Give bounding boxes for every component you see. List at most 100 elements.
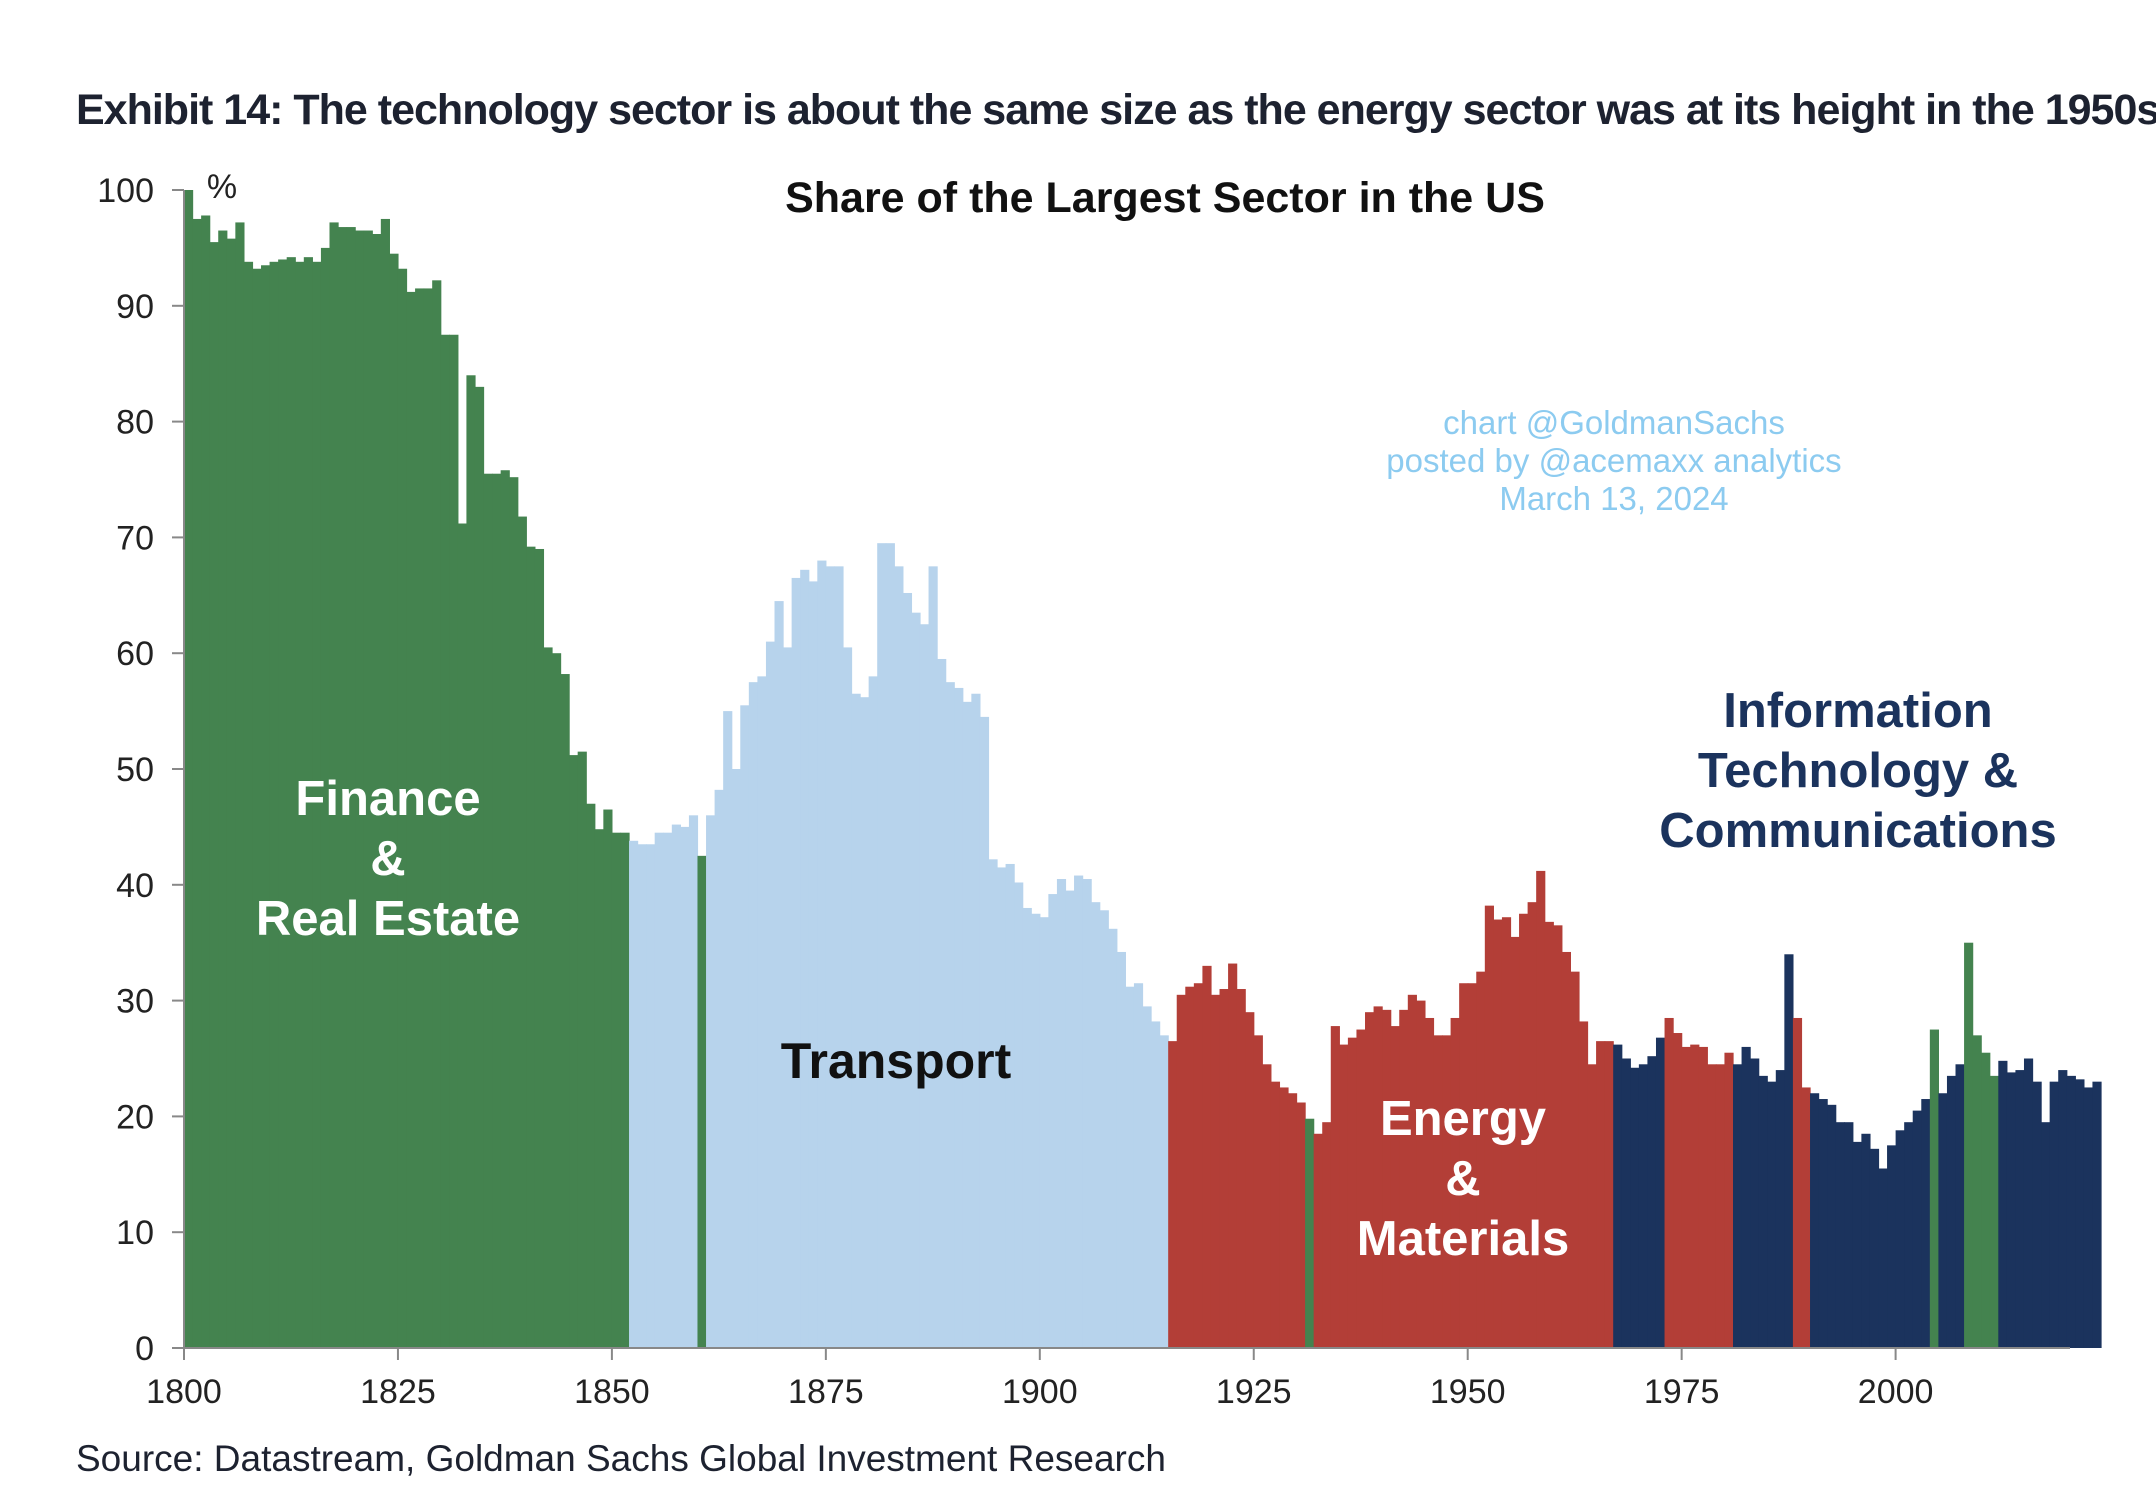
bar-1866: [748, 682, 758, 1348]
bar-1821: [363, 230, 373, 1348]
bar-1965: [1596, 1041, 1606, 1348]
bar-1939: [1373, 1006, 1383, 1348]
bar-1943: [1407, 994, 1417, 1348]
sector-label: &: [370, 832, 405, 886]
bar-2015: [2023, 1058, 2034, 1348]
bar-1828: [423, 288, 433, 1349]
bar-2023: [2092, 1081, 2102, 1348]
bar-1917: [1185, 986, 1195, 1348]
bar-2005: [1938, 1093, 1948, 1348]
bar-1934: [1330, 1026, 1340, 1348]
bar-1803: [209, 242, 219, 1349]
bar-1926: [1262, 1064, 1272, 1348]
bar-1923: [1236, 989, 1246, 1348]
bar-1981: [1733, 1064, 1743, 1348]
bar-1889: [945, 682, 955, 1348]
bar-1833: [466, 375, 476, 1348]
bar-1952: [1484, 905, 1494, 1348]
bar-2009: [1972, 1035, 1982, 1348]
bar-1864: [731, 769, 741, 1348]
x-tick-label: 1850: [574, 1373, 650, 1411]
x-tick-label: 1900: [1002, 1373, 1078, 1411]
bar-1855: [654, 832, 664, 1348]
bar-1848: [594, 829, 604, 1348]
sector-label: Finance: [295, 772, 480, 826]
bar-1878: [851, 693, 861, 1348]
bar-1906: [1091, 902, 1101, 1348]
bar-1964: [1587, 1064, 1597, 1348]
bar-1890: [954, 687, 964, 1348]
bar-1842: [543, 647, 553, 1348]
bar-1940: [1382, 1009, 1392, 1348]
bar-1950: [1467, 983, 1477, 1348]
x-tick-label: 1875: [788, 1373, 864, 1411]
bar-1837: [500, 470, 510, 1348]
bar-1806: [235, 222, 245, 1348]
bar-1960: [1553, 925, 1563, 1348]
bar-1973: [1664, 1017, 1674, 1348]
sector-label: Energy: [1380, 1092, 1546, 1146]
bar-1975: [1681, 1046, 1691, 1348]
bar-1924: [1245, 1012, 1255, 1348]
bar-1947: [1442, 1035, 1452, 1348]
bar-1875: [825, 566, 836, 1348]
watermark-line: March 13, 2024: [1499, 480, 1728, 517]
bar-1805: [226, 238, 236, 1348]
bar-1881: [877, 543, 887, 1348]
y-tick-label: 30: [116, 983, 154, 1021]
bar-1819: [346, 227, 356, 1348]
bar-1868: [765, 641, 776, 1348]
bar-1992: [1827, 1104, 1837, 1348]
bar-2010: [1981, 1052, 1991, 1348]
bar-1966: [1604, 1041, 1614, 1348]
bar-2007: [1955, 1064, 1965, 1348]
bar-2016: [2032, 1081, 2042, 1348]
bar-1970: [1638, 1064, 1649, 1348]
bar-1873: [808, 581, 818, 1348]
bar-1999: [1887, 1145, 1897, 1348]
bar-1971: [1647, 1056, 1657, 1348]
bar-2021: [2075, 1079, 2085, 1348]
bar-1958: [1536, 870, 1546, 1348]
bar-1977: [1698, 1046, 1708, 1348]
bar-1961: [1561, 951, 1571, 1348]
bar-1852: [629, 840, 639, 1348]
bar-1902: [1056, 879, 1067, 1348]
axes: [172, 189, 2070, 1360]
bar-1812: [286, 257, 296, 1348]
bar-2004: [1929, 1029, 1939, 1348]
bar-1991: [1818, 1099, 1828, 1348]
bar-1954: [1501, 917, 1512, 1348]
bar-1809: [261, 265, 271, 1348]
bar-marks: [184, 190, 2102, 1349]
x-tick-label: 1825: [360, 1373, 436, 1411]
sector-label: Information: [1723, 684, 1992, 738]
bar-1908: [1108, 928, 1118, 1348]
bar-1980: [1724, 1052, 1734, 1348]
bar-1869: [774, 601, 784, 1348]
bar-1944: [1416, 1000, 1426, 1348]
y-tick-label: 90: [116, 288, 154, 326]
bar-1851: [620, 832, 630, 1348]
bar-1933: [1322, 1122, 1332, 1348]
bar-1834: [474, 386, 485, 1348]
bar-1853: [637, 844, 647, 1348]
bar-1883: [894, 566, 904, 1348]
bar-1931: [1305, 1118, 1315, 1348]
y-tick-label: 40: [116, 867, 154, 905]
bar-1946: [1433, 1035, 1443, 1348]
bar-1847: [586, 803, 596, 1348]
bar-1904: [1074, 875, 1084, 1348]
bar-2019: [2058, 1070, 2068, 1348]
bar-2012: [1998, 1060, 2008, 1348]
bar-1967: [1613, 1044, 1623, 1348]
bar-1913: [1151, 1021, 1161, 1348]
bar-1835: [483, 473, 493, 1349]
bar-1854: [646, 844, 656, 1348]
bar-1941: [1390, 1026, 1400, 1348]
y-tick-label: 70: [116, 519, 154, 557]
bar-1846: [577, 751, 587, 1348]
y-unit-label: %: [207, 168, 237, 206]
bar-1929: [1287, 1093, 1298, 1348]
